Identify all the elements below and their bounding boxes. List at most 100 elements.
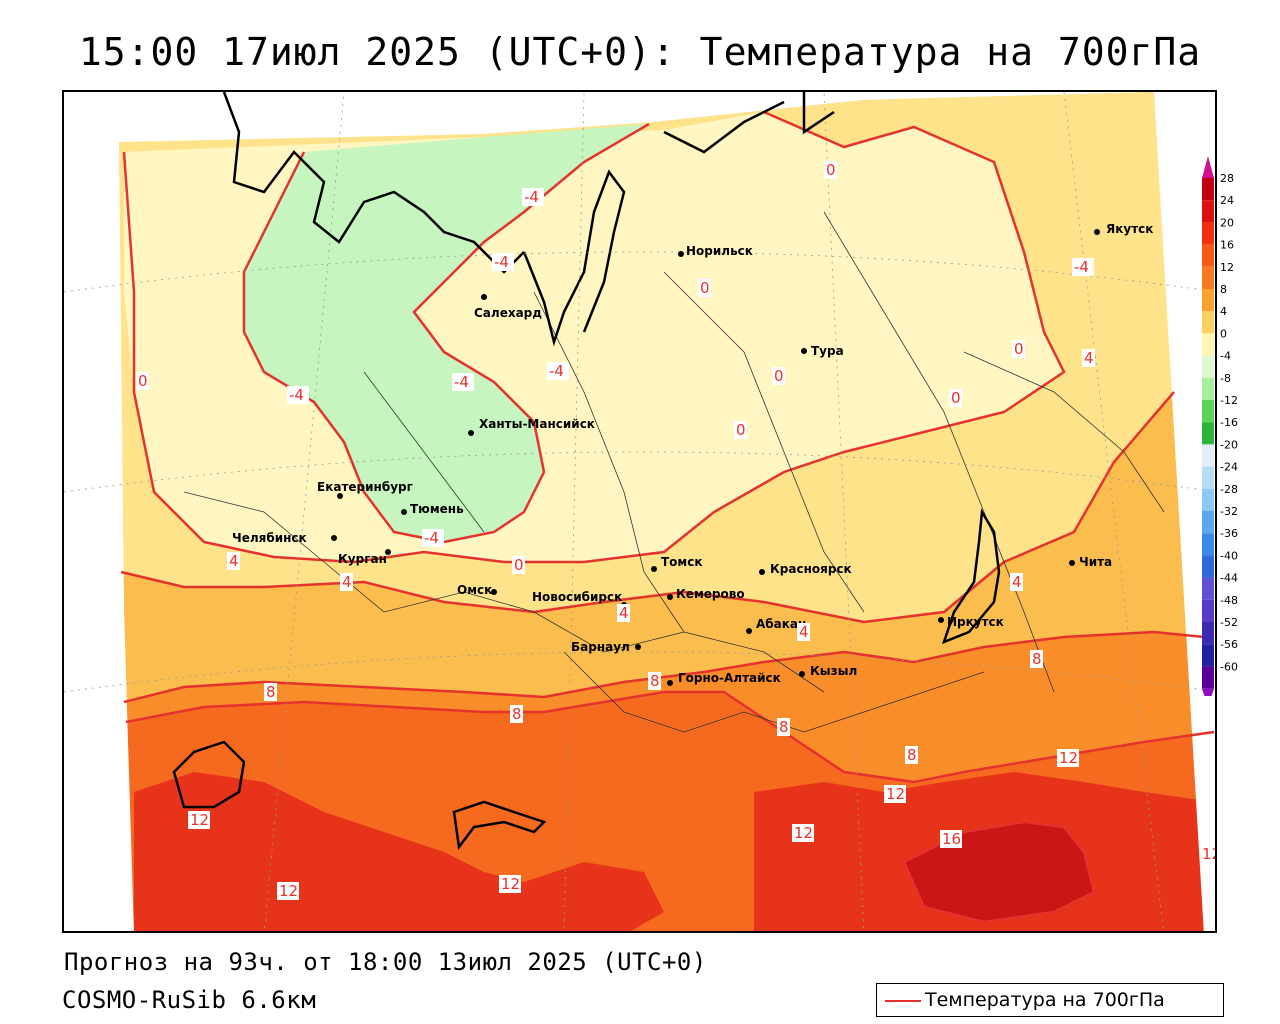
- contour-label-bg: [1072, 258, 1094, 276]
- scale-tick-label: -60: [1220, 660, 1238, 673]
- scale-swatch: [1202, 289, 1214, 312]
- contour-label-bg: [277, 882, 299, 900]
- scale-tick-label: -24: [1220, 461, 1238, 474]
- coastlines: [172, 92, 1001, 851]
- city-label: Курган: [338, 552, 387, 566]
- map-panel[interactable]: Салехард Норильск Якутск Тура Ханты-Мансийск…: [62, 90, 1217, 933]
- scale-tick-label: 12: [1220, 261, 1234, 274]
- legend-line-swatch: [885, 1000, 921, 1002]
- scale-tick-label: -12: [1220, 394, 1238, 407]
- city-dot: [667, 680, 673, 686]
- contour-label: 0: [736, 421, 746, 439]
- contour-label: 0: [951, 389, 961, 407]
- scale-swatch: [1202, 622, 1214, 645]
- scale-swatch: [1202, 599, 1214, 622]
- contour-label: 0: [826, 161, 836, 179]
- scale-tick-label: 28: [1220, 172, 1234, 185]
- contour-label-bg: [940, 830, 962, 848]
- city-dot: [337, 493, 343, 499]
- scale-swatch: [1202, 400, 1214, 423]
- city-label: Челябинск: [232, 531, 307, 545]
- contour-label-bg: [227, 552, 240, 570]
- admin-boundaries: [183, 211, 1165, 733]
- city-label: Кемерово: [676, 587, 745, 601]
- city-markers: Салехард Норильск Якутск Тура Ханты-Мансийск…: [232, 222, 1153, 686]
- scale-tick-label: -28: [1220, 483, 1238, 496]
- scale-swatch: [1202, 244, 1214, 267]
- city-label: Кызыл: [810, 664, 857, 678]
- contour-label-bg: [777, 718, 790, 736]
- contour-label-bg: [905, 746, 918, 764]
- city-label: Екатеринбург: [317, 480, 413, 494]
- contour-label: 8: [779, 718, 789, 736]
- contour-label: -4: [494, 253, 509, 271]
- scale-swatch: [1202, 377, 1214, 400]
- forecast-info: Прогноз на 93ч. от 18:00 13июл 2025 (UTC…: [64, 948, 707, 976]
- contour-label-bg: [452, 373, 474, 391]
- contour-label: -4: [454, 373, 469, 391]
- temperature-fields: [119, 92, 1214, 931]
- contour-label: 4: [342, 573, 352, 591]
- city-dot: [651, 566, 657, 572]
- city-dot: [401, 509, 407, 515]
- city-label: Абакан: [756, 617, 806, 631]
- scale-tick-label: -48: [1220, 594, 1238, 607]
- contour-label-bg: [772, 367, 785, 385]
- scale-swatch: [1202, 266, 1214, 289]
- contour-label: 0: [774, 367, 784, 385]
- city-dot: [1069, 560, 1075, 566]
- contour-label: -4: [424, 529, 439, 547]
- city-dot: [331, 535, 337, 541]
- lake-zaysan: [172, 740, 246, 809]
- scale-swatch: [1202, 444, 1214, 467]
- contour-label: 12: [1059, 749, 1078, 767]
- contour-label-bg: [792, 824, 814, 842]
- contour-label: 16: [942, 830, 961, 848]
- contour-label-bg: [797, 623, 810, 641]
- scale-swatch: [1202, 311, 1214, 334]
- map-title: 15:00 17июл 2025 (UTC+0): Температура на…: [78, 30, 1202, 74]
- contour-label-bg: [492, 253, 514, 271]
- scale-swatch: [1202, 644, 1214, 667]
- contour-label: 12: [501, 875, 520, 893]
- lake-balkhash: [452, 800, 547, 851]
- scale-swatch: [1202, 555, 1214, 578]
- city-dot: [667, 594, 673, 600]
- scale-swatch: [1202, 178, 1214, 201]
- city-dot: [481, 294, 487, 300]
- contour-value-labels: -4 -4 -4 -4 -4 -4 -4 0 0 0 0 0 0 0 0 4 4 4 4 4 4 8 8 8 8 8 8 12 12 12…: [136, 161, 1215, 900]
- scale-swatch: [1202, 355, 1214, 378]
- city-label: Барнаул: [571, 640, 630, 654]
- scale-swatch: [1202, 422, 1214, 445]
- field-cold-green: [244, 124, 649, 542]
- city-label: Горно-Алтайск: [678, 671, 781, 685]
- contour-label-bg: [340, 573, 353, 591]
- contour-label-bg: [1010, 573, 1023, 591]
- city-dot: [635, 644, 641, 650]
- contour-label-bg: [1082, 349, 1095, 367]
- contour-label-bg: [547, 362, 569, 380]
- contour-label-bg: [136, 372, 149, 390]
- scale-swatch: [1202, 577, 1214, 600]
- contour-label: 12: [794, 824, 813, 842]
- city-dot: [799, 671, 805, 677]
- city-label: Норильск: [686, 244, 753, 258]
- contour-label-bg: [1012, 340, 1025, 358]
- city-label: Новосибирск: [532, 590, 622, 604]
- contour-label-bg: [510, 705, 523, 723]
- contour-label: 8: [1032, 650, 1042, 668]
- contour-label: -4: [524, 188, 539, 206]
- scale-tick-label: -8: [1220, 372, 1231, 385]
- city-dot: [1094, 229, 1100, 235]
- scale-swatch: [1202, 666, 1214, 689]
- city-label: Тюмень: [410, 502, 464, 516]
- contour-label: 4: [1084, 349, 1094, 367]
- contour-label: 8: [266, 683, 276, 701]
- legend-label: Температура на 700гПа: [925, 989, 1165, 1011]
- contour-label: 4: [799, 623, 809, 641]
- scale-bottom-arrow: [1202, 688, 1214, 696]
- scale-tick-label: 20: [1220, 216, 1234, 229]
- scale-tick-label: 16: [1220, 239, 1234, 252]
- field-red-west: [134, 772, 664, 931]
- contour-label-bg: [512, 556, 525, 574]
